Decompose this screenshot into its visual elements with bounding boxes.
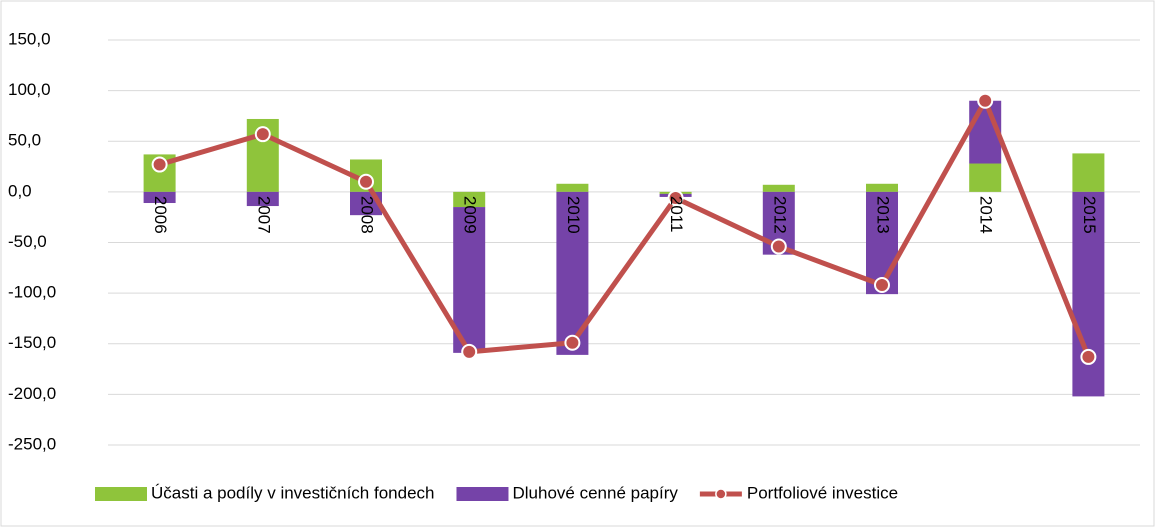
legend-label: Dluhové cenné papíry xyxy=(512,483,678,502)
bar xyxy=(246,191,279,207)
line-marker xyxy=(151,156,168,173)
y-tick-label: 150,0 xyxy=(8,29,51,48)
y-tick-label: -50,0 xyxy=(8,232,47,251)
legend-label: Účasti a podíly v investičních fondech xyxy=(151,483,434,502)
y-tick-label: -250,0 xyxy=(8,434,56,453)
y-tick-label: -150,0 xyxy=(8,333,56,352)
x-tick-label: 2010 xyxy=(564,196,583,234)
line xyxy=(158,98,1091,358)
line-marker xyxy=(1080,348,1097,365)
line-marker xyxy=(874,277,890,294)
x-tick-label: 2009 xyxy=(461,196,480,234)
bar xyxy=(762,184,795,192)
legend-swatch xyxy=(715,488,727,500)
bar xyxy=(1072,153,1105,192)
legend-label: Portfoliové investice xyxy=(747,483,898,502)
y-tick-label: -100,0 xyxy=(8,283,56,302)
line-marker xyxy=(254,126,271,143)
x-tick-label: 2014 xyxy=(977,196,996,234)
x-tick-label: 2007 xyxy=(254,196,273,234)
line-marker xyxy=(977,92,994,109)
y-tick-label: 50,0 xyxy=(8,131,41,150)
x-tick-label: 2012 xyxy=(770,196,789,234)
bar xyxy=(453,191,486,208)
bar xyxy=(556,183,589,192)
y-tick-label: 100,0 xyxy=(8,80,51,99)
bar xyxy=(969,163,1002,192)
x-tick-label: 2015 xyxy=(1080,196,1099,234)
x-tick-label: 2008 xyxy=(358,196,377,234)
line-marker xyxy=(461,343,478,360)
y-tick-label: 0,0 xyxy=(8,181,32,200)
line-marker xyxy=(564,334,581,351)
y-tick-label: -200,0 xyxy=(8,384,56,403)
x-tick-label: 2013 xyxy=(874,196,893,234)
line-marker xyxy=(770,238,787,255)
bar xyxy=(866,183,898,192)
x-tick-label: 2006 xyxy=(151,196,170,234)
line-marker xyxy=(667,189,684,206)
bar xyxy=(453,207,486,353)
legend-swatch xyxy=(95,487,147,501)
legend-swatch xyxy=(456,487,509,501)
x-tick-label: 2011 xyxy=(667,196,686,233)
bar xyxy=(143,191,176,204)
line-marker xyxy=(358,173,374,190)
